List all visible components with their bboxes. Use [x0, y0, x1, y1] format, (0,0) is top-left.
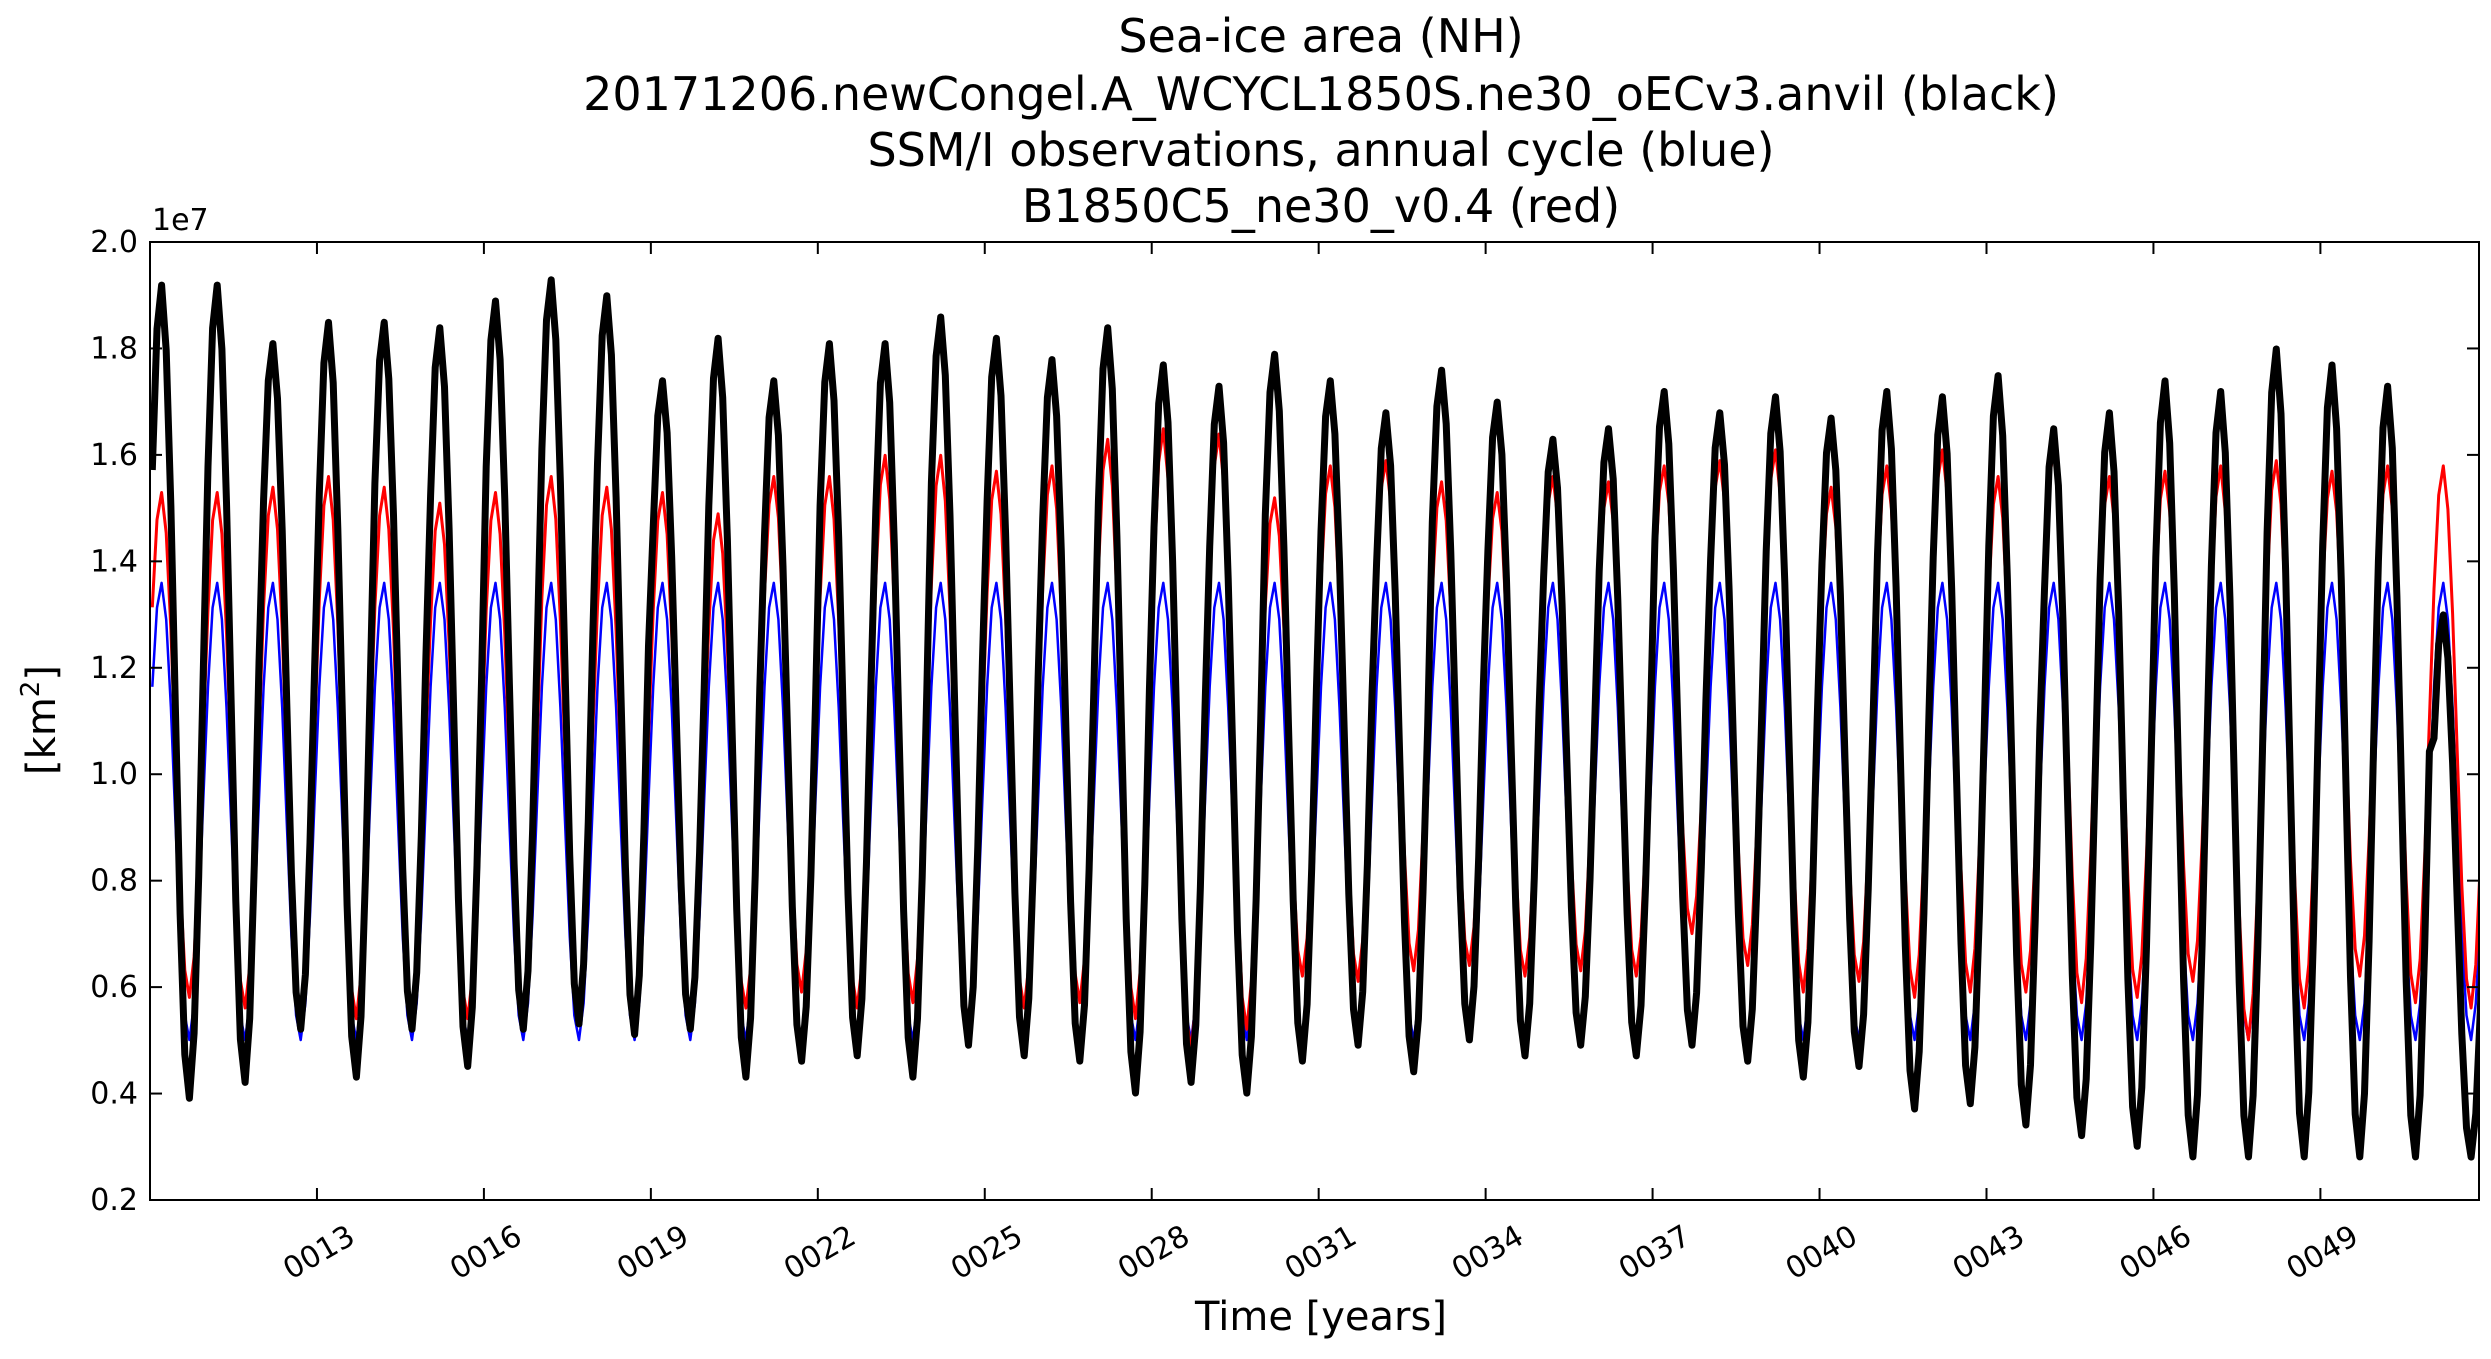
series-line-2 — [150, 276, 2479, 1161]
title-line-2: 20171206.newCongel.A_WCYCL1850S.ne30_oEC… — [583, 67, 2059, 121]
y-axis: 0.2 0.4 0.6 0.8 1.0 1.2 1.4 1.6 1.8 2.0 — [90, 225, 2479, 1218]
series-layer — [150, 276, 2479, 1161]
y-tick-label: 0.2 — [90, 1183, 138, 1218]
title-line-3: SSM/I observations, annual cycle (blue) — [867, 123, 1774, 177]
x-tick-label: 0049 — [2281, 1219, 2365, 1287]
x-tick-label: 0013 — [277, 1219, 361, 1287]
y-axis-label-sup: 2 — [16, 681, 46, 698]
x-tick-label: 0028 — [1112, 1219, 1196, 1287]
x-tick-label: 0034 — [1446, 1219, 1530, 1287]
x-axis-label: Time [years] — [1194, 1294, 1447, 1340]
x-tick-label: 0016 — [444, 1219, 528, 1287]
x-tick-label: 0019 — [611, 1219, 695, 1287]
y-tick-label: 0.8 — [90, 864, 138, 899]
y-tick-label: 0.6 — [90, 970, 138, 1005]
x-tick-label: 0046 — [2114, 1219, 2198, 1287]
plot-frame — [149, 241, 2480, 1201]
y-tick-label: 1.4 — [90, 544, 138, 579]
y-tick-label: 2.0 — [90, 225, 138, 260]
x-tick-label: 0031 — [1279, 1219, 1363, 1287]
x-tick-label: 0025 — [945, 1219, 1029, 1287]
y-offset-label: 1e7 — [152, 203, 209, 238]
y-tick-label: 1.2 — [90, 651, 138, 686]
y-tick-label: 1.6 — [90, 438, 138, 473]
x-tick-label: 0037 — [1613, 1219, 1697, 1287]
title-line-4: B1850C5_ne30_v0.4 (red) — [1022, 179, 1620, 233]
y-tick-label: 1.0 — [90, 757, 138, 792]
chart-title: Sea-ice area (NH) 20171206.newCongel.A_W… — [583, 9, 2059, 233]
x-tick-label: 0043 — [1947, 1219, 2031, 1287]
plot-area — [149, 241, 2480, 1201]
y-tick-label: 1.8 — [90, 331, 138, 366]
y-axis-label-end: ] — [19, 665, 65, 681]
title-line-1: Sea-ice area (NH) — [1118, 9, 1523, 63]
y-axis-label: [km2] — [16, 665, 65, 775]
x-tick-label: 0022 — [778, 1219, 862, 1287]
x-tick-label: 0040 — [1780, 1219, 1864, 1287]
y-axis-label-main: [km — [19, 697, 65, 775]
y-tick-label: 0.4 — [90, 1077, 138, 1112]
